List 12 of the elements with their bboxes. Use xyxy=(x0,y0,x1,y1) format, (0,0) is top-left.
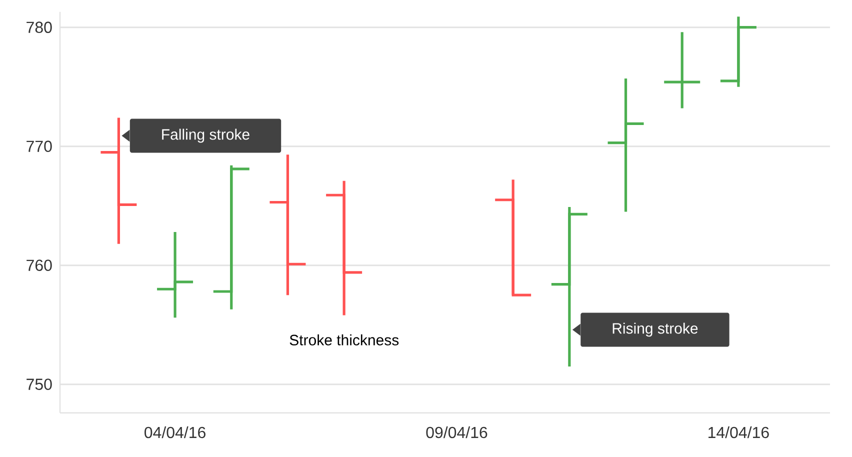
annotation: Rising stroke xyxy=(612,322,698,337)
y-tick-label: 750 xyxy=(26,378,52,390)
x-tick-label: 04/04/16 xyxy=(144,426,206,438)
x-tick-label: 09/04/16 xyxy=(426,426,488,438)
y-tick-label: 780 xyxy=(26,22,52,34)
y-tick-label: 760 xyxy=(26,260,52,271)
y-tick-label: 770 xyxy=(26,140,52,152)
annotation: Falling stroke xyxy=(162,128,250,143)
candlestick xyxy=(157,230,194,319)
x-tick-label: 14/04/16 xyxy=(708,426,769,438)
candlestick xyxy=(664,30,700,110)
annotation: Stroke thickness xyxy=(290,334,399,346)
